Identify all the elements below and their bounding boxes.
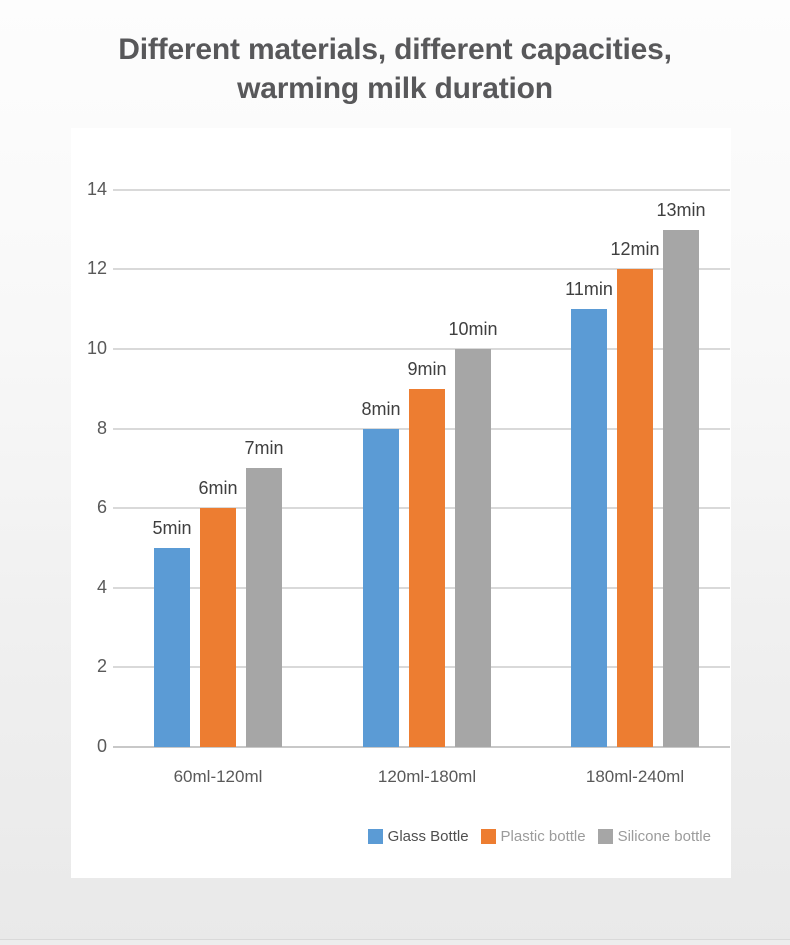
- bar-plastic-bottle-60ml-120ml: [200, 508, 236, 747]
- legend-item-plastic-bottle: Plastic bottle: [480, 828, 586, 845]
- bar-glass-bottle-120ml-180ml: [363, 429, 399, 747]
- bar-value-label: 13min: [656, 200, 706, 220]
- chart-legend: Glass Bottle Plastic bottle Silicone bottl…: [367, 828, 711, 845]
- y-axis-tick-label: 14: [86, 178, 107, 199]
- bar-value-label: 9min: [407, 359, 447, 379]
- legend-swatch-icon: [367, 829, 383, 844]
- bar-glass-bottle-180ml-240ml: [571, 309, 607, 747]
- bar-value-label: 7min: [244, 438, 284, 458]
- bar-plastic-bottle-120ml-180ml: [409, 389, 445, 747]
- y-axis-tick-label: 6: [96, 497, 107, 518]
- chart-panel: 0 2 4 6 8 10 12 14 5min 6min 7min 60ml-120ml 8min 9mi…: [71, 128, 731, 878]
- bar-value-label: 5min: [152, 518, 192, 538]
- bar-value-label: 10min: [448, 319, 498, 339]
- bar-silicone-bottle-120ml-180ml: [455, 349, 491, 747]
- legend-swatch-icon: [597, 829, 613, 844]
- bar-silicone-bottle-60ml-120ml: [246, 468, 282, 747]
- gridline-y10: [113, 348, 730, 350]
- bar-value-label: 11min: [565, 279, 613, 299]
- chart-title-line2: warming milk duration: [237, 72, 553, 105]
- y-axis-tick-label: 8: [96, 417, 107, 438]
- bar-value-label: 8min: [361, 399, 401, 419]
- legend-item-silicone-bottle: Silicone bottle: [597, 828, 711, 845]
- bar-value-label: 12min: [610, 239, 660, 259]
- y-axis-tick-label: 0: [96, 736, 107, 756]
- gridline-y0: [113, 746, 730, 748]
- chart-title: Different materials, different capacitie…: [0, 30, 790, 108]
- bar-value-label: 6min: [198, 478, 238, 498]
- x-axis-category-label: 60ml-120ml: [173, 767, 263, 786]
- y-axis-tick-label: 10: [86, 338, 107, 358]
- plot-area: 0 2 4 6 8 10 12 14 5min 6min 7min 60ml-120ml 8min 9mi…: [71, 128, 731, 878]
- y-axis-tick-label: 4: [96, 576, 107, 597]
- bar-silicone-bottle-180ml-240ml: [663, 230, 699, 747]
- y-axis-tick-label: 12: [86, 258, 107, 279]
- legend-label: Silicone bottle: [617, 828, 711, 845]
- legend-swatch-icon: [480, 829, 496, 844]
- y-axis-tick-label: 2: [96, 656, 107, 677]
- page-bottom-divider: [0, 939, 790, 945]
- legend-label: Plastic bottle: [500, 828, 586, 845]
- x-axis-category-label: 120ml-180ml: [377, 767, 477, 786]
- x-axis-category-label: 180ml-240ml: [585, 767, 685, 786]
- chart-title-line1: Different materials, different capacitie…: [118, 33, 672, 66]
- gridline-y12: [113, 268, 730, 271]
- bar-glass-bottle-60ml-120ml: [154, 548, 190, 747]
- legend-item-glass-bottle: Glass Bottle: [367, 828, 469, 845]
- legend-label: Glass Bottle: [387, 828, 469, 845]
- bar-plastic-bottle-180ml-240ml: [617, 269, 653, 747]
- gridline-y14: [113, 188, 730, 191]
